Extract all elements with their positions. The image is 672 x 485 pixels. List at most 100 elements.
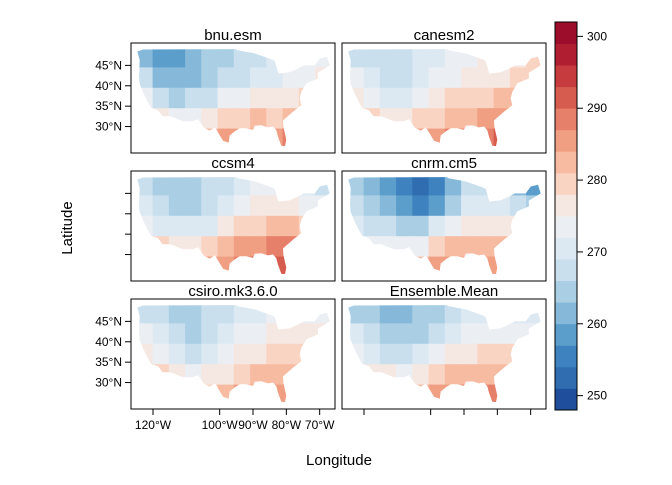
heatmap-cell [509,384,527,403]
heatmap-cell [509,343,527,365]
heatmap-cell [493,323,511,345]
heatmap-cell [428,256,446,275]
heatmap-cell [137,343,154,365]
panel-title: bnu.esm [204,27,262,44]
heatmap-cell [477,128,495,147]
heatmap-cell [233,323,251,345]
colorbar-swatch [555,302,577,325]
heatmap-cell [444,215,462,237]
heatmap-cell [315,384,330,403]
heatmap-cell [428,236,446,258]
heatmap-cell [444,343,462,365]
heatmap-cell [185,364,202,386]
colorbar-swatch [555,366,577,389]
heatmap-cell [152,128,170,147]
heatmap-cell [152,215,170,237]
heatmap-cell [185,305,202,324]
heatmap-cell [217,108,235,130]
heatmap-cell [168,343,186,365]
heatmap-cell [444,323,462,345]
heatmap-cell [315,364,330,386]
heatmap-cell [298,177,316,196]
heatmap-cell [428,215,446,237]
heatmap-cell [348,128,365,147]
heatmap-cell [217,256,235,275]
heatmap-cell [217,49,235,68]
heatmap-cell [233,67,251,89]
heatmap-cell [363,364,381,386]
heatmap-cell [250,384,267,403]
colorbar-frame [554,21,578,411]
heatmap-cell [428,364,446,386]
heatmap-cell [250,128,267,147]
heatmap-cell [493,49,511,68]
heatmap-cell [298,236,316,258]
heatmap-cell [250,305,267,324]
heatmap-cell [526,128,541,147]
heatmap-cell [233,305,251,324]
heatmap-cell [526,256,541,275]
heatmap-cell [137,384,154,403]
heatmap-cell [185,236,202,258]
heatmap-cell [396,87,413,109]
colorbar-tick-label: 260 [587,317,607,331]
heatmap-cell [168,364,186,386]
heatmap-cell [412,323,430,345]
heatmap-cell [168,256,186,275]
y-tick-label: 30°N [95,376,122,390]
heatmap-cell [428,87,446,109]
heatmap-cell [348,67,365,89]
colorbar-swatch [555,194,577,217]
heatmap-cell [315,236,330,258]
heatmap-cell [493,195,511,217]
heatmap-cell [152,236,170,258]
heatmap-cell [526,384,541,403]
heatmap-cell [396,256,413,275]
heatmap-cell [526,67,541,89]
heatmap-cell [509,305,527,324]
heatmap-cell [412,305,430,324]
y-axis-label: Latitude [59,201,76,254]
heatmap-cell [428,343,446,365]
heatmap-cell [509,323,527,345]
heatmap-cell [363,108,381,130]
x-tick-label: 90°W [238,418,268,432]
colorbar-swatch [555,345,577,368]
heatmap-cell [282,49,300,68]
heatmap-cell [185,256,202,275]
heatmap-cell [477,343,495,365]
heatmap-cell [428,128,446,147]
heatmap-cell [137,67,154,89]
heatmap-cell [461,305,478,324]
heatmap-cell [493,67,511,89]
heatmap-cell [428,305,446,324]
heatmap-cell [217,215,235,237]
heatmap-cell [137,305,154,324]
heatmap-cell [379,128,397,147]
heatmap-cell [250,195,267,217]
heatmap-cell [396,384,413,403]
heatmap-cell [493,305,511,324]
heatmap-cell [348,384,365,403]
heatmap-cell [282,67,300,89]
heatmap-cells [137,49,330,147]
heatmap-cell [298,67,316,89]
heatmap-cell [152,323,170,345]
heatmap-cell [185,49,202,68]
heatmap-cell [509,67,527,89]
heatmap-cell [461,128,478,147]
heatmap-cell [201,384,219,403]
heatmap-cell [137,177,154,196]
colorbar-tick-label: 280 [587,173,607,187]
heatmap-cell [461,256,478,275]
heatmap-cell [461,236,478,258]
heatmap-cell [201,67,219,89]
heatmap-cell [282,195,300,217]
colorbar-swatch [555,43,577,66]
heatmap-cell [185,384,202,403]
heatmap-cell [233,49,251,68]
heatmap-cell [217,177,235,196]
panel-title: csiro.mk3.6.0 [188,283,277,300]
heatmap-cell [477,108,495,130]
